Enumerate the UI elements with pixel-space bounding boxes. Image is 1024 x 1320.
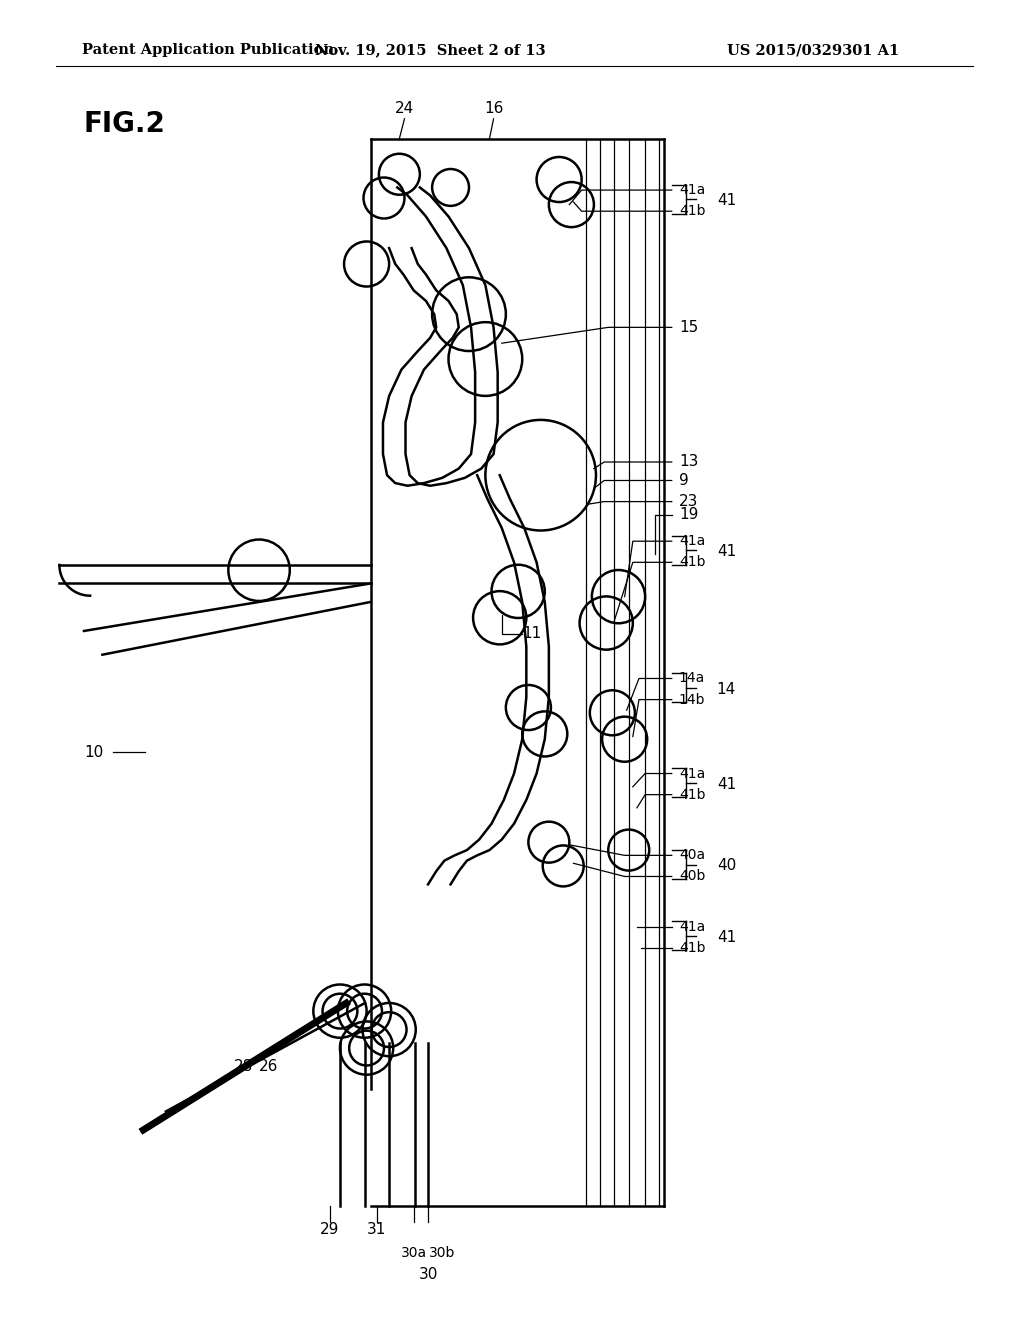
Text: 30b: 30b [429, 1246, 456, 1261]
Text: Nov. 19, 2015  Sheet 2 of 13: Nov. 19, 2015 Sheet 2 of 13 [314, 44, 546, 57]
Text: 14: 14 [717, 681, 736, 697]
Text: 30a: 30a [400, 1246, 427, 1261]
Text: 29: 29 [321, 1222, 339, 1237]
Text: 41b: 41b [679, 788, 706, 801]
Text: 24: 24 [395, 102, 414, 116]
Text: 41b: 41b [679, 205, 706, 218]
Text: 40a: 40a [679, 849, 706, 862]
Text: 31: 31 [368, 1222, 386, 1237]
Text: 30: 30 [419, 1267, 437, 1282]
Text: 28: 28 [234, 1059, 253, 1073]
Text: 41: 41 [717, 929, 736, 945]
Text: 41a: 41a [679, 767, 706, 780]
Text: 41a: 41a [679, 535, 706, 548]
Text: 41: 41 [717, 776, 736, 792]
Text: 23: 23 [679, 494, 698, 510]
Text: 40b: 40b [679, 870, 706, 883]
Text: 16: 16 [484, 102, 503, 116]
Text: 26: 26 [259, 1059, 278, 1073]
Text: 41: 41 [717, 193, 736, 209]
Text: 11: 11 [522, 626, 542, 642]
Text: 14b: 14b [679, 693, 706, 706]
Text: 19: 19 [679, 507, 698, 523]
Text: 14a: 14a [679, 672, 706, 685]
Text: 41: 41 [717, 544, 736, 560]
Text: 40: 40 [717, 858, 736, 874]
Text: 13: 13 [679, 454, 698, 470]
Text: 41b: 41b [679, 941, 706, 954]
Text: 41a: 41a [679, 920, 706, 933]
Text: US 2015/0329301 A1: US 2015/0329301 A1 [727, 44, 899, 57]
Text: 15: 15 [679, 319, 698, 335]
Text: 41b: 41b [679, 556, 706, 569]
Text: FIG.2: FIG.2 [84, 110, 166, 139]
Text: 9: 9 [679, 473, 689, 488]
Text: 41a: 41a [679, 183, 706, 197]
Text: 10: 10 [84, 744, 103, 760]
Text: Patent Application Publication: Patent Application Publication [82, 44, 334, 57]
